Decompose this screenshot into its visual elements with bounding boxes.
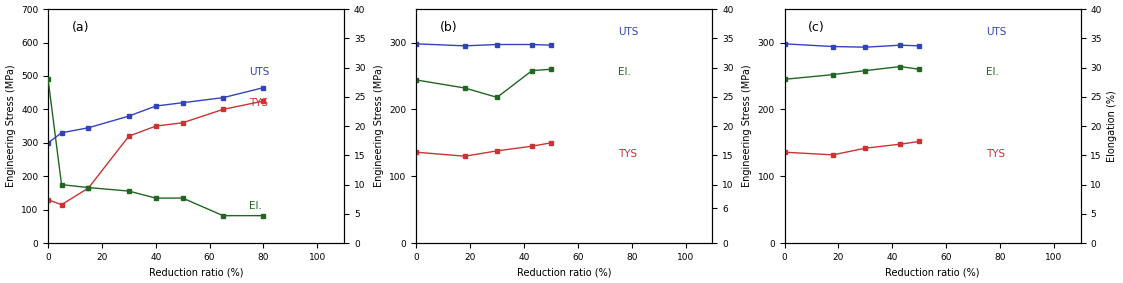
- Text: EI.: EI.: [986, 67, 998, 77]
- X-axis label: Reduction ratio (%): Reduction ratio (%): [517, 267, 612, 277]
- Text: EI.: EI.: [249, 201, 263, 211]
- Text: (a): (a): [72, 21, 89, 34]
- X-axis label: Reduction ratio (%): Reduction ratio (%): [885, 267, 980, 277]
- Y-axis label: Elongation (%): Elongation (%): [1107, 90, 1117, 162]
- Y-axis label: Engineering Stress (MPa): Engineering Stress (MPa): [6, 65, 16, 187]
- Text: UTS: UTS: [249, 67, 270, 77]
- Y-axis label: Engineering Stress (MPa): Engineering Stress (MPa): [374, 65, 384, 187]
- Text: (c): (c): [809, 21, 825, 34]
- Text: (b): (b): [440, 21, 457, 34]
- Text: UTS: UTS: [986, 27, 1006, 37]
- Text: TYS: TYS: [249, 98, 268, 108]
- Text: TYS: TYS: [986, 149, 1005, 159]
- Y-axis label: Engineering Stress (MPa): Engineering Stress (MPa): [742, 65, 752, 187]
- Text: EI.: EI.: [618, 67, 630, 77]
- Text: UTS: UTS: [618, 27, 638, 37]
- X-axis label: Reduction ratio (%): Reduction ratio (%): [149, 267, 244, 277]
- Text: TYS: TYS: [618, 149, 637, 159]
